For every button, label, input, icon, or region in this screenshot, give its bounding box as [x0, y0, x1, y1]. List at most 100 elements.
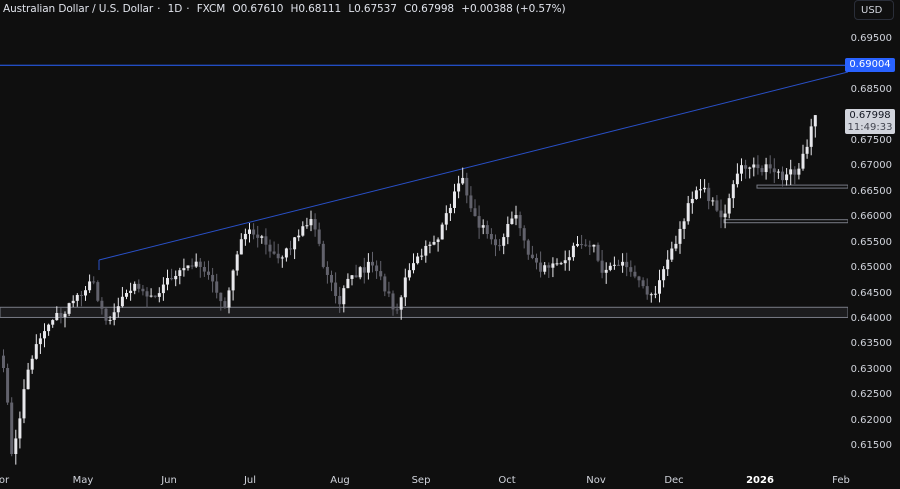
candle-body	[211, 274, 215, 282]
ohlc-close: C0.67998	[404, 3, 455, 15]
candle-body	[645, 286, 649, 295]
candle-body	[235, 254, 239, 271]
candle-body	[219, 292, 223, 302]
price-tick: 0.64500	[850, 287, 892, 299]
candle-body	[55, 312, 59, 321]
candle-body	[510, 218, 514, 224]
candle-body	[633, 271, 637, 277]
candle-body	[686, 203, 690, 222]
candle-body	[416, 256, 420, 264]
candle-body	[120, 296, 124, 307]
candle-body	[157, 293, 161, 297]
candle-body	[485, 225, 489, 235]
candle-body	[256, 234, 260, 238]
candle-body	[358, 267, 362, 278]
candle-body	[776, 171, 780, 173]
candle-body	[186, 265, 190, 269]
candle-body	[621, 261, 625, 266]
price-tick: 0.65000	[850, 262, 892, 274]
candle-body	[707, 187, 711, 202]
last-price-label: 0.67998 11:49:33	[845, 109, 895, 134]
candle-body	[182, 268, 186, 271]
candle-body	[596, 244, 600, 261]
candle-body	[748, 167, 752, 169]
candle-body	[387, 291, 391, 294]
candle-body	[723, 213, 727, 218]
candle-body	[457, 183, 461, 192]
price-tick: 0.69500	[850, 33, 892, 44]
candle-body	[395, 309, 399, 311]
candle-body	[161, 284, 165, 294]
candle-body	[334, 282, 338, 296]
price-tick: 0.65500	[850, 236, 892, 248]
time-tick: Sep	[411, 475, 431, 486]
candle-body	[371, 261, 374, 266]
interval[interactable]: 1D	[167, 3, 183, 15]
candle-body	[662, 269, 666, 281]
candle-body	[104, 308, 108, 321]
candle-body	[227, 290, 231, 308]
candle-body	[711, 200, 715, 202]
candle-body	[797, 168, 801, 175]
candle-body	[59, 312, 63, 317]
candle-body	[453, 191, 456, 208]
candle-body	[67, 303, 71, 314]
candle-body	[399, 297, 403, 310]
candlestick-chart[interactable]	[0, 0, 848, 470]
candle-body	[678, 228, 682, 244]
candle-body	[571, 245, 575, 258]
candle-body	[223, 301, 227, 308]
candle-body	[805, 146, 809, 154]
candle-body	[477, 216, 481, 228]
time-tick: Nov	[586, 475, 606, 486]
candle-body	[129, 290, 133, 293]
candle-body	[719, 210, 723, 218]
support-level-upper	[756, 184, 848, 189]
candle-body	[6, 368, 10, 403]
candle-body	[43, 331, 46, 339]
price-tick: 0.67000	[850, 160, 892, 172]
candle-body	[231, 270, 235, 291]
currency-button[interactable]: USD	[854, 0, 894, 20]
candle-body	[166, 278, 169, 285]
candle-body	[321, 243, 325, 267]
last-price: 0.67998	[849, 110, 891, 121]
candle-body	[682, 221, 686, 229]
candle-body	[272, 251, 276, 254]
candle-body	[760, 168, 764, 173]
candle-body	[325, 266, 329, 275]
candle-body	[625, 261, 629, 268]
candle-body	[506, 223, 510, 238]
candle-body	[133, 283, 137, 291]
time-tick: Oct	[498, 475, 516, 486]
candle-body	[715, 200, 719, 211]
candle-body	[604, 269, 608, 273]
candle-body	[116, 306, 120, 313]
symbol-title[interactable]: Australian Dollar / U.S. Dollar	[3, 3, 154, 15]
candle-body	[92, 281, 96, 283]
candle-body	[658, 280, 661, 294]
candle-body	[584, 244, 588, 246]
price-tick: 0.62000	[850, 414, 892, 426]
candle-body	[338, 295, 342, 305]
candle-body	[649, 294, 653, 296]
candle-body	[530, 254, 534, 258]
candle-body	[428, 244, 432, 246]
candle-body	[690, 198, 694, 204]
time-tick: May	[72, 475, 94, 486]
candle-body	[473, 208, 477, 217]
candle-body	[190, 265, 194, 267]
candle-body	[514, 215, 518, 219]
candle-body	[727, 198, 731, 214]
price-tick: 0.67500	[850, 134, 892, 146]
candle-body	[809, 126, 813, 147]
candle-body	[79, 294, 83, 296]
candle-body	[432, 241, 436, 245]
candle-body	[313, 219, 317, 230]
candle-body	[2, 355, 5, 369]
candle-body	[772, 168, 776, 173]
time-tick: Dec	[664, 475, 684, 486]
support-level-lower	[723, 219, 848, 224]
horizontal-line-price-label: 0.69004	[845, 58, 895, 72]
candle-body	[563, 260, 567, 264]
